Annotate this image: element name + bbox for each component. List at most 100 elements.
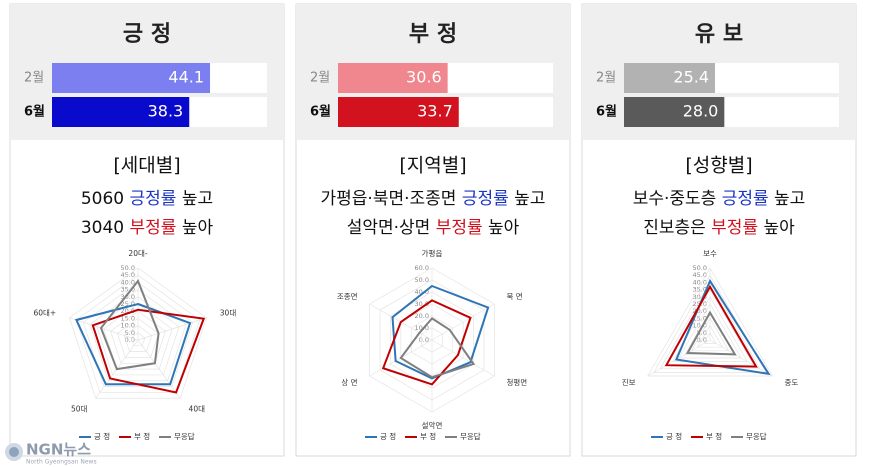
- category-label: 가평읍: [422, 248, 443, 258]
- headline-segment: 5060: [81, 189, 130, 209]
- bar: [624, 63, 716, 93]
- section-title: [성향별]: [685, 155, 752, 177]
- grid-ring: [703, 332, 717, 344]
- spoke: [431, 339, 495, 377]
- bar: [52, 97, 190, 127]
- headline-segment: 설악면·상면: [347, 218, 436, 238]
- headline-segment: 긍정률: [722, 189, 769, 209]
- headline-segment: 높고: [176, 189, 213, 209]
- spoke: [137, 317, 207, 341]
- headline: 3040 부정률 높아: [81, 218, 214, 238]
- headline-segment: 긍정률: [462, 189, 509, 209]
- category-label: 진보: [622, 377, 636, 387]
- grid-ring: [678, 303, 742, 359]
- value-label: 25.4: [673, 68, 709, 87]
- category-label: 북 면: [506, 291, 522, 301]
- legend-label: 부 정: [134, 431, 150, 441]
- footer-brand: NGN뉴스: [26, 441, 91, 459]
- headline-segment: 진보층은: [643, 218, 711, 238]
- series-polygon: [381, 299, 472, 386]
- category-label: 2월: [596, 71, 616, 86]
- section-title: [지역별]: [399, 155, 466, 177]
- spoke: [69, 317, 139, 341]
- panel-title: 부 정: [409, 22, 457, 47]
- category-label: 6월: [596, 104, 617, 120]
- bar: [624, 97, 725, 127]
- spoke: [137, 339, 181, 399]
- legend-label: 무응답: [746, 431, 767, 441]
- category-label: 40대: [189, 405, 206, 414]
- panel-title: 유 보: [695, 22, 743, 47]
- category-label: 6월: [24, 104, 45, 120]
- category-label: 상 면: [341, 377, 357, 387]
- r-tick-label: 30.0: [693, 293, 707, 301]
- category-label: 2월: [310, 71, 330, 86]
- headline-segment: 3040: [81, 218, 130, 238]
- headline-segment: 높아: [758, 218, 795, 238]
- legend-label: 긍 정: [380, 431, 396, 441]
- section-title: [세대별]: [113, 155, 180, 177]
- series-polygon: [685, 310, 737, 356]
- r-tick-label: 50.0: [121, 264, 135, 272]
- grid-ring: [659, 281, 761, 370]
- r-tick-label: 0.0: [419, 336, 429, 344]
- headline-segment: 높아: [483, 218, 520, 238]
- headline-segment: 보수·중도층: [633, 189, 722, 209]
- headline: 보수·중도층 긍정률 높고: [633, 189, 806, 209]
- value-label: 38.3: [148, 102, 184, 121]
- r-tick-label: 20.0: [415, 312, 429, 320]
- grid-ring: [696, 324, 724, 348]
- grid-ring: [130, 332, 146, 347]
- logo-mark: [9, 447, 19, 457]
- headline-segment: 긍정률: [130, 189, 177, 209]
- r-tick-label: 40.0: [415, 288, 429, 296]
- grid-ring: [75, 274, 201, 393]
- category-label: 30대: [220, 308, 237, 317]
- category-label: 20대-: [128, 249, 147, 258]
- r-tick-label: 0.0: [125, 336, 135, 344]
- spoke: [709, 339, 773, 377]
- spoke: [431, 303, 495, 341]
- headline-segment: 가평읍·북면·조종면: [321, 189, 462, 209]
- r-tick-label: 50.0: [415, 276, 429, 284]
- category-label: 설악면: [422, 420, 443, 430]
- grid-ring: [69, 267, 207, 399]
- category-label: 60대+: [33, 308, 56, 317]
- series-polygon: [391, 284, 490, 380]
- category-label: 보수: [703, 249, 717, 258]
- headline-segment: 부정률: [711, 218, 758, 238]
- value-label: 28.0: [683, 102, 719, 121]
- headline-segment: 부정률: [436, 218, 483, 238]
- grid-ring: [117, 317, 159, 358]
- r-tick-label: 60.0: [415, 264, 429, 272]
- legend-label: 부 정: [706, 431, 722, 441]
- value-label: 44.1: [168, 68, 204, 87]
- headline: 가평읍·북면·조종면 긍정률 높고: [321, 189, 546, 209]
- headline: 설악면·상면 부정률 높아: [347, 218, 520, 238]
- legend-label: 무응답: [460, 431, 481, 441]
- legend-label: 긍 정: [666, 431, 682, 441]
- spoke: [647, 339, 711, 377]
- grid-ring: [671, 296, 749, 362]
- value-label: 30.6: [406, 68, 442, 87]
- r-tick-label: 10.0: [415, 324, 429, 332]
- footer-tagline: North Gyeongsan News: [26, 459, 97, 466]
- grid-ring: [123, 325, 153, 352]
- category-label: 2월: [24, 71, 44, 86]
- panel-title: 긍 정: [123, 22, 171, 47]
- r-tick-label: 45.0: [693, 271, 707, 279]
- grid-ring: [647, 267, 773, 377]
- headline-segment: 높고: [509, 189, 546, 209]
- r-tick-label: 30.0: [415, 300, 429, 308]
- grid-ring: [110, 310, 166, 364]
- bar: [338, 63, 448, 93]
- legend-label: 무응답: [174, 431, 195, 441]
- series-polygon: [91, 308, 206, 394]
- r-tick-label: 40.0: [693, 278, 707, 286]
- footer-logo: NGN뉴스 North Gyeongsan News: [5, 441, 97, 466]
- series-polygon: [399, 317, 476, 379]
- r-tick-label: 20.0: [693, 307, 707, 315]
- category-label: 50대: [71, 405, 88, 414]
- r-tick-label: 15.0: [693, 314, 707, 322]
